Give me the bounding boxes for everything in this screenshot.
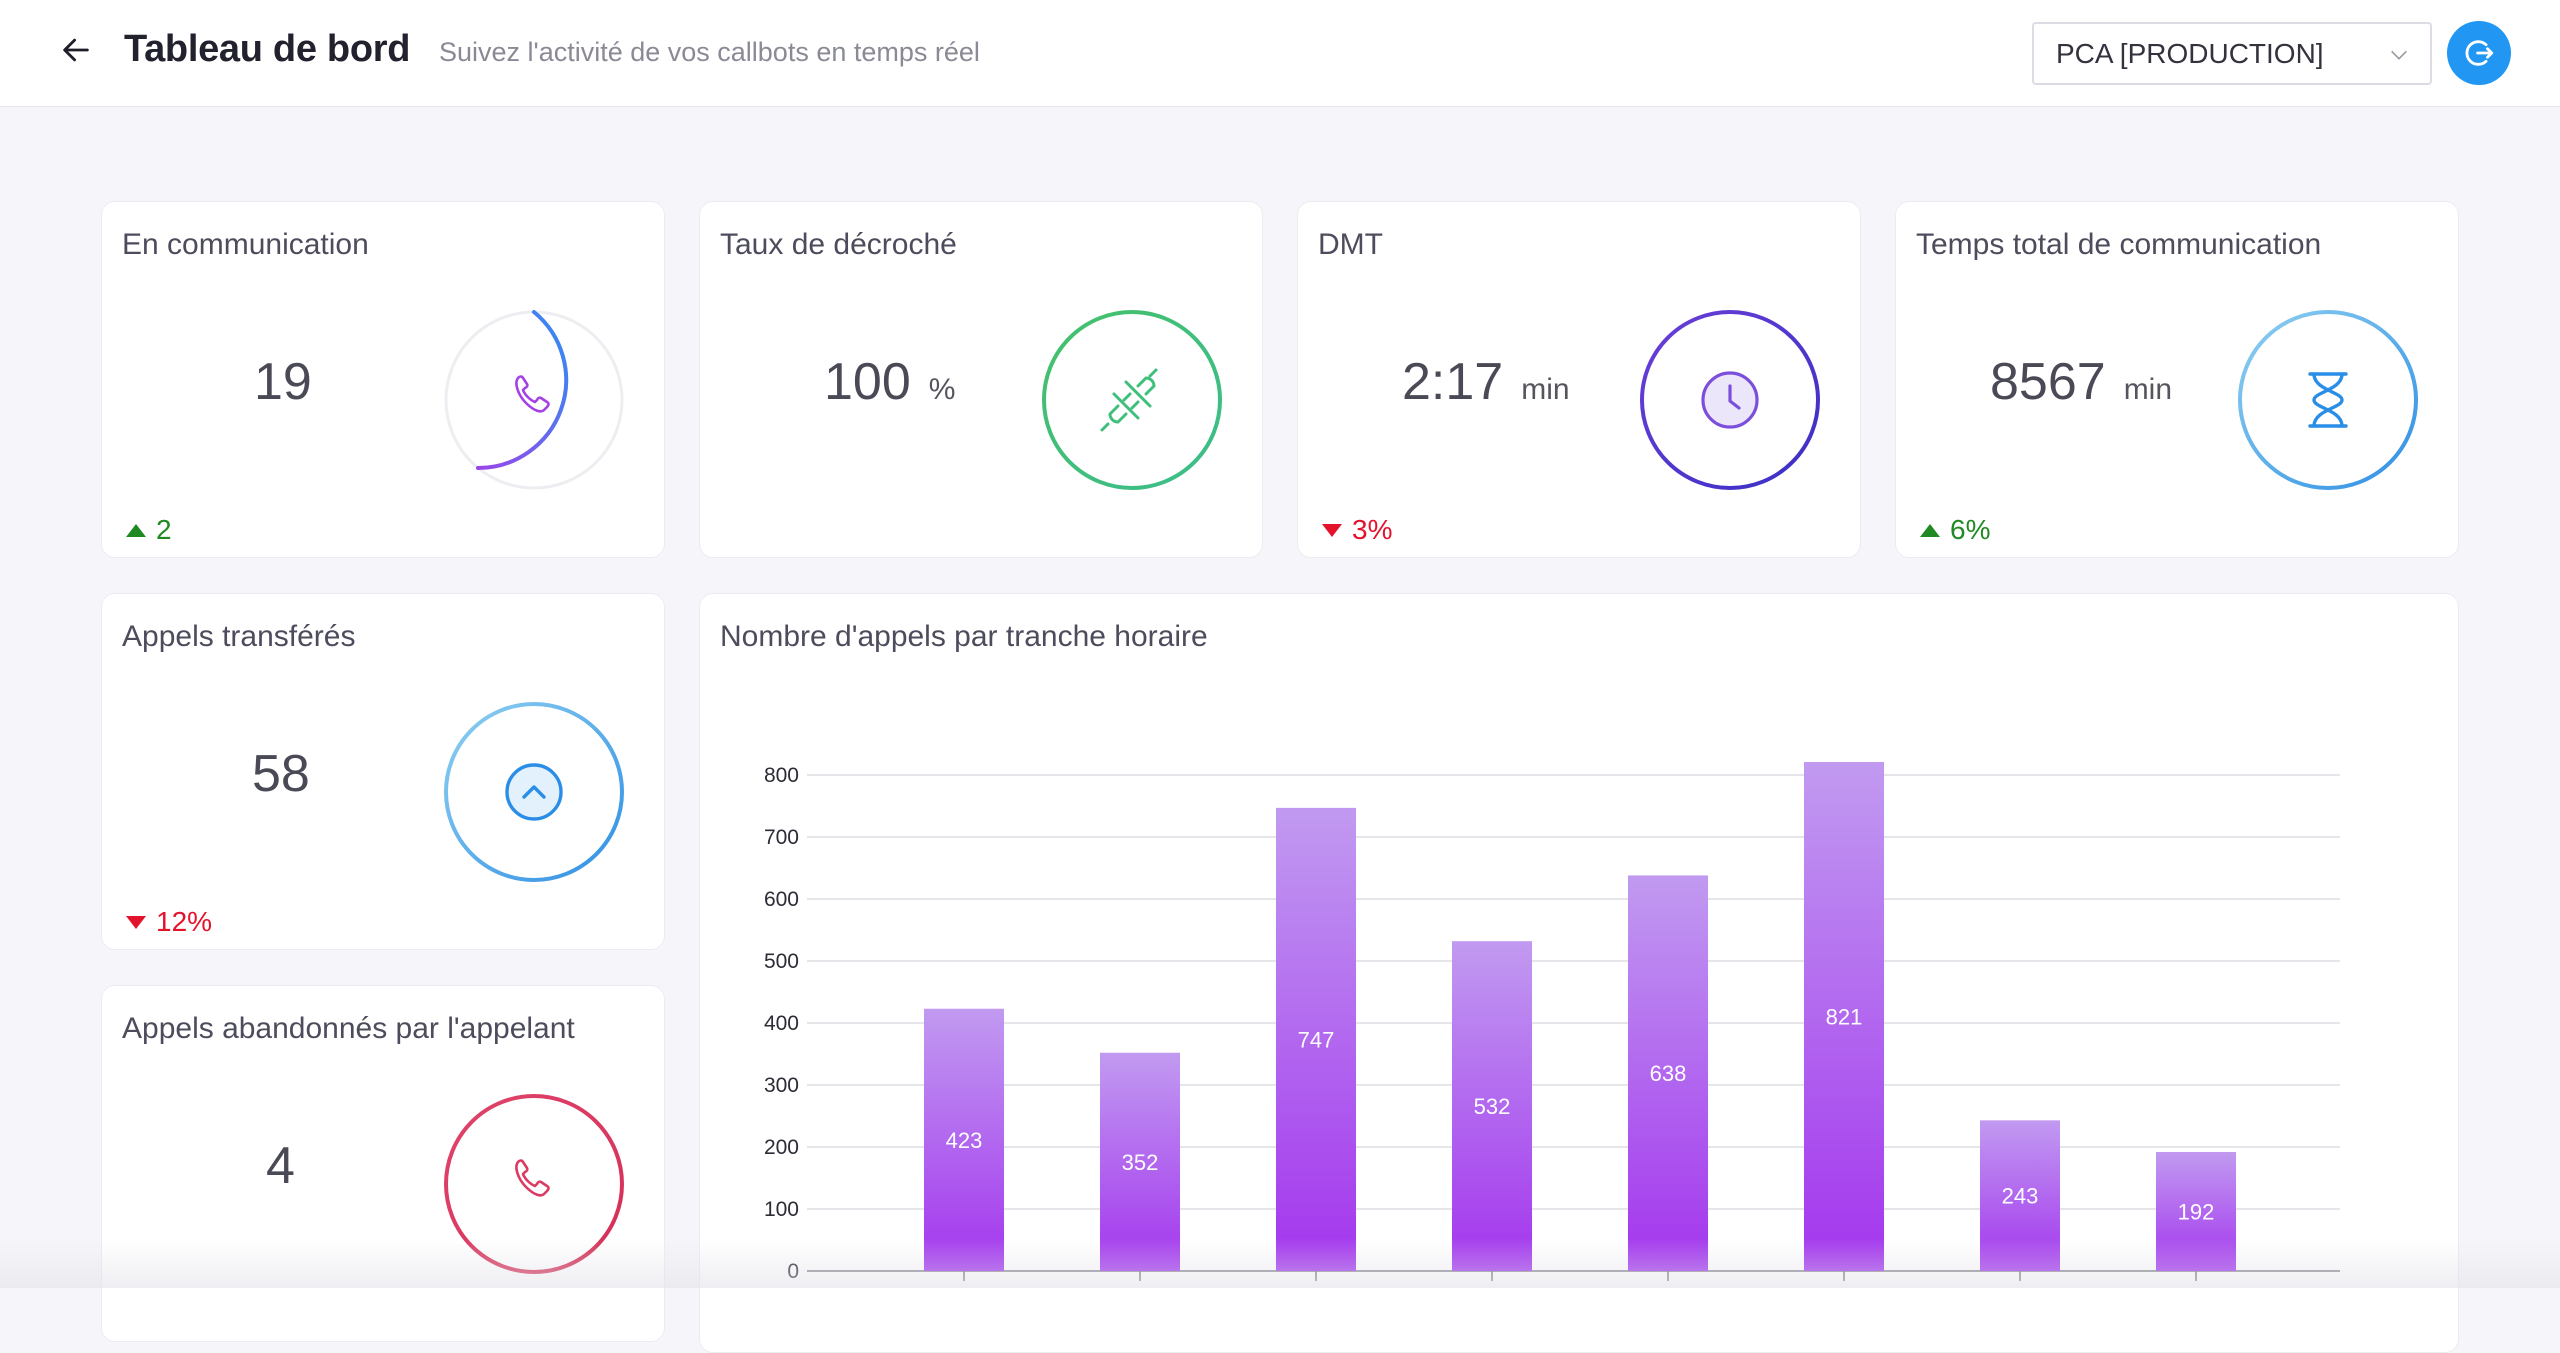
progress-arc	[476, 310, 569, 471]
bar	[1628, 875, 1708, 1271]
kpi-delta: 6%	[1920, 514, 1990, 546]
kpi-title: Taux de décroché	[720, 228, 957, 261]
trend-down-icon	[126, 915, 146, 929]
kpi-card-appels-abandonnes: Appels abandonnés par l'appelant 4	[101, 985, 665, 1342]
kpi-title: Temps total de communication	[1916, 228, 2322, 261]
kpi-delta-value: 12%	[156, 906, 213, 937]
kpi-number: 58	[252, 745, 310, 803]
kpi-ring	[2238, 310, 2418, 490]
kpi-card-taux-de-decroche: Taux de décroché 100 %	[699, 201, 1263, 558]
hangup-phone-icon	[515, 1159, 550, 1197]
kpi-title: Appels abandonnés par l'appelant	[122, 1012, 575, 1045]
back-button[interactable]	[54, 28, 98, 72]
kpi-delta-value: 3%	[1352, 514, 1393, 545]
kpi-number: 8567	[1990, 353, 2106, 411]
trend-up-icon	[126, 523, 146, 537]
bar	[924, 1008, 1004, 1271]
bar-data-label: 423	[946, 1128, 983, 1153]
bar-data-label: 821	[1826, 1004, 1863, 1029]
y-tick-label: 700	[764, 826, 799, 849]
bar-data-label: 638	[1650, 1061, 1687, 1086]
bar-chart: 0 100 200 300 400 500 600 700 800 423 352 747 532 63…	[764, 761, 2340, 1283]
bar	[1100, 1052, 1180, 1271]
chart-card-appels-par-tranche: Nombre d'appels par tranche horaire 0 100…	[699, 593, 2459, 1353]
kpi-value: 2:17 min	[1402, 352, 1570, 412]
logout-button[interactable]	[2447, 21, 2511, 85]
y-tick-label: 600	[764, 888, 799, 911]
kpi-ring	[444, 1094, 624, 1274]
kpi-card-appels-transferes: Appels transférés 58 12%	[101, 593, 665, 950]
y-tick-label: 300	[764, 1074, 799, 1097]
kpi-card-temps-total: Temps total de communication 8567 min 6%	[1895, 201, 2459, 558]
trend-down-icon	[1322, 523, 1342, 537]
y-tick-label: 400	[764, 1012, 799, 1035]
kpi-title: DMT	[1318, 228, 1383, 261]
bar-data-label: 352	[1122, 1150, 1159, 1175]
kpi-delta: 2	[126, 514, 172, 546]
kpi-number: 4	[266, 1137, 295, 1195]
kpi-number: 100	[824, 353, 911, 411]
kpi-value: 4	[266, 1136, 295, 1196]
kpi-unit: %	[928, 373, 956, 406]
kpi-unit: min	[1521, 373, 1570, 406]
bar	[1804, 761, 1884, 1271]
kpi-ring	[444, 310, 624, 490]
kpi-title: En communication	[122, 228, 369, 261]
y-tick-label: 500	[764, 950, 799, 973]
phone-icon	[515, 375, 550, 413]
kpi-ring	[1640, 310, 1820, 490]
arrow-left-icon	[63, 38, 89, 62]
kpi-value: 100 %	[824, 352, 955, 412]
clock-icon	[1701, 371, 1759, 429]
chart-title: Nombre d'appels par tranche horaire	[720, 620, 1208, 653]
y-tick-label: 100	[764, 1198, 799, 1221]
kpi-value: 19	[254, 352, 312, 412]
kpi-value: 58	[252, 744, 310, 804]
y-tick-label: 800	[764, 764, 799, 787]
bar-data-label: 243	[2002, 1184, 2039, 1209]
bar	[1452, 941, 1532, 1271]
kpi-delta: 3%	[1322, 514, 1392, 546]
transfer-up-icon	[505, 763, 563, 821]
kpi-delta: 12%	[126, 906, 212, 938]
page-subtitle: Suivez l'activité de vos callbots en tem…	[439, 37, 980, 67]
kpi-title: Appels transférés	[122, 620, 356, 653]
hourglass-icon	[2308, 372, 2348, 428]
chevron-down-icon	[2391, 50, 2407, 60]
bar-data-label: 747	[1298, 1027, 1335, 1052]
bar-data-label: 192	[2178, 1199, 2215, 1224]
environment-select-value: PCA [PRODUCTION]	[2056, 37, 2324, 69]
kpi-delta-value: 2	[156, 514, 172, 545]
top-header: Tableau de bord Suivez l'activité de vos…	[0, 0, 2560, 107]
kpi-ring	[1042, 310, 1222, 490]
page-title: Tableau de bord	[124, 28, 411, 70]
kpi-card-en-communication: En communication 19 2	[101, 201, 665, 558]
kpi-ring	[444, 702, 624, 882]
y-tick-label: 200	[764, 1136, 799, 1159]
kpi-number: 19	[254, 353, 312, 411]
environment-select[interactable]: PCA [PRODUCTION]	[2032, 22, 2432, 85]
kpi-unit: min	[2123, 373, 2173, 406]
kpi-number: 2:17	[1402, 353, 1504, 411]
trend-up-icon	[1920, 523, 1940, 537]
kpi-delta-value: 6%	[1950, 514, 1991, 545]
bar-data-label: 532	[1474, 1094, 1511, 1119]
logout-icon	[2465, 40, 2494, 66]
plug-icon	[1100, 368, 1158, 432]
bar	[1276, 807, 1356, 1271]
kpi-value: 8567 min	[1990, 352, 2172, 412]
kpi-card-dmt: DMT 2:17 min 3%	[1297, 201, 1861, 558]
y-tick-label: 0	[787, 1260, 799, 1283]
